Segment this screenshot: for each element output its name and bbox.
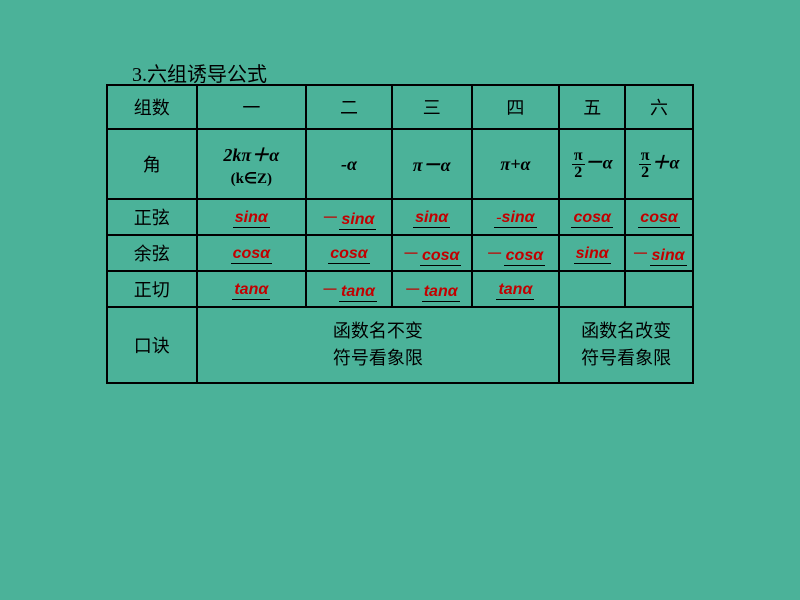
sin-label: 正弦 <box>107 199 197 235</box>
cos-label: 余弦 <box>107 235 197 271</box>
page-title: 3.六组诱导公式 <box>132 58 267 87</box>
angle-c4: π+α <box>472 129 560 199</box>
cos-c4: －cosα <box>472 235 560 271</box>
tan-c5-empty <box>559 271 625 307</box>
angle-c1: 2kπ＋α (k∈Z) <box>197 129 307 199</box>
cos-c2: cosα <box>306 235 392 271</box>
angle-c5: π2－α <box>559 129 625 199</box>
angle-c2: -α <box>306 129 392 199</box>
tan-c2: －tanα <box>306 271 392 307</box>
tan-row: 正切 tanα －tanα －tanα tanα <box>107 271 693 307</box>
sin-c2: －sinα <box>306 199 392 235</box>
mnemonic-right: 函数名改变符号看象限 <box>559 307 693 383</box>
mnemonic-row: 口诀 函数名不变符号看象限 函数名改变符号看象限 <box>107 307 693 383</box>
sin-c3: sinα <box>392 199 472 235</box>
formula-table: 组数 一 二 三 四 五 六 角 2kπ＋α (k∈Z) -α π－α π+α … <box>106 84 694 384</box>
cos-c5: sinα <box>559 235 625 271</box>
angle-label: 角 <box>107 129 197 199</box>
angle-row: 角 2kπ＋α (k∈Z) -α π－α π+α π2－α π2＋α <box>107 129 693 199</box>
header-c4: 四 <box>472 85 560 129</box>
sin-c1: sinα <box>197 199 307 235</box>
header-c3: 三 <box>392 85 472 129</box>
header-c2: 二 <box>306 85 392 129</box>
mnemonic-label: 口诀 <box>107 307 197 383</box>
header-group: 组数 <box>107 85 197 129</box>
sin-row: 正弦 sinα －sinα sinα -sinα cosα cosα <box>107 199 693 235</box>
header-c1: 一 <box>197 85 307 129</box>
mnemonic-left: 函数名不变符号看象限 <box>197 307 560 383</box>
table-header-row: 组数 一 二 三 四 五 六 <box>107 85 693 129</box>
cos-c1: cosα <box>197 235 307 271</box>
sin-c6: cosα <box>625 199 693 235</box>
cos-c3: －cosα <box>392 235 472 271</box>
tan-c4: tanα <box>472 271 560 307</box>
tan-c1: tanα <box>197 271 307 307</box>
tan-c3: －tanα <box>392 271 472 307</box>
cos-row: 余弦 cosα cosα －cosα －cosα sinα －sinα <box>107 235 693 271</box>
header-c5: 五 <box>559 85 625 129</box>
header-c6: 六 <box>625 85 693 129</box>
angle-c6: π2＋α <box>625 129 693 199</box>
tan-c6-empty <box>625 271 693 307</box>
angle-c3: π－α <box>392 129 472 199</box>
tan-label: 正切 <box>107 271 197 307</box>
sin-c4: -sinα <box>472 199 560 235</box>
cos-c6: －sinα <box>625 235 693 271</box>
sin-c5: cosα <box>559 199 625 235</box>
